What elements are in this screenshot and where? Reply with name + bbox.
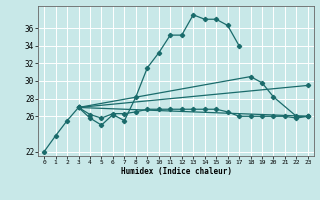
X-axis label: Humidex (Indice chaleur): Humidex (Indice chaleur) bbox=[121, 167, 231, 176]
